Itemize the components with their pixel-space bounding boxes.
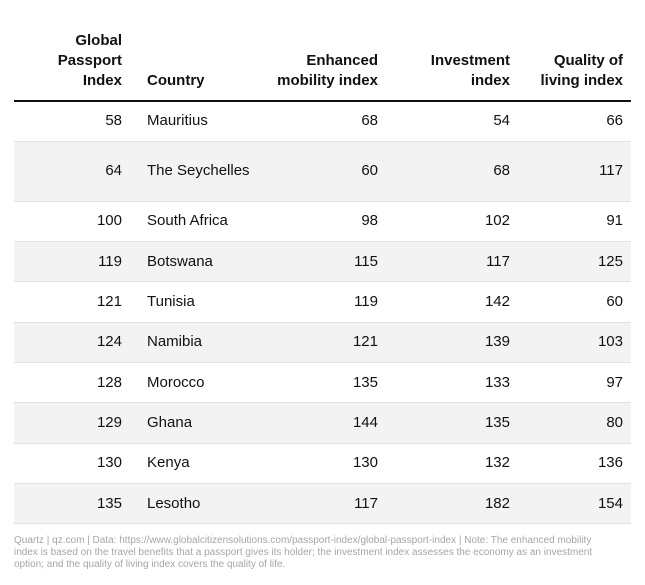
cell-enhanced-mobility-index: 144: [257, 402, 385, 444]
cell-enhanced-mobility-index: 68: [257, 101, 385, 142]
cell-global-passport-index: 129: [14, 402, 122, 444]
table-row: 119 Botswana 115 117 125: [14, 241, 631, 283]
column-header-enhanced-mobility-index: Enhanced mobility index: [257, 0, 385, 102]
cell-enhanced-mobility-index: 121: [257, 322, 385, 363]
cell-country: Lesotho: [122, 483, 257, 525]
cell-enhanced-mobility-index: 119: [257, 281, 385, 323]
table-row: 135 Lesotho 117 182 154: [14, 483, 631, 525]
table-row: 124 Namibia 121 139 103: [14, 322, 631, 363]
cell-global-passport-index: 64: [14, 141, 122, 202]
cell-country: Kenya: [122, 443, 257, 484]
cell-investment-index: 117: [385, 241, 517, 283]
cell-quality-of-living-index: 80: [517, 402, 631, 444]
cell-country: Ghana: [122, 402, 257, 444]
cell-enhanced-mobility-index: 115: [257, 241, 385, 283]
cell-quality-of-living-index: 91: [517, 201, 631, 243]
table-row: 58 Mauritius 68 54 66: [14, 101, 631, 142]
cell-country: Botswana: [122, 241, 257, 283]
cell-investment-index: 133: [385, 362, 517, 404]
cell-country: The Seychelles: [122, 141, 257, 202]
column-header-investment-index: Investment index: [385, 0, 517, 102]
cell-global-passport-index: 58: [14, 101, 122, 142]
source-note: Quartz | qz.com | Data: https://www.glob…: [14, 535, 593, 570]
cell-investment-index: 139: [385, 322, 517, 363]
cell-investment-index: 182: [385, 483, 517, 525]
cell-country: Namibia: [122, 322, 257, 363]
cell-global-passport-index: 130: [14, 443, 122, 484]
cell-quality-of-living-index: 125: [517, 241, 631, 283]
cell-country: South Africa: [122, 201, 257, 243]
cell-quality-of-living-index: 60: [517, 281, 631, 323]
cell-enhanced-mobility-index: 135: [257, 362, 385, 404]
table-row: 100 South Africa 98 102 91: [14, 201, 631, 243]
passport-index-table: Global Passport Index Country Enhanced m…: [14, 0, 631, 525]
table-row: 129 Ghana 144 135 80: [14, 402, 631, 444]
passport-index-table-container: Global Passport Index Country Enhanced m…: [14, 0, 631, 525]
cell-quality-of-living-index: 136: [517, 443, 631, 484]
cell-global-passport-index: 121: [14, 281, 122, 323]
cell-investment-index: 135: [385, 402, 517, 444]
cell-country: Tunisia: [122, 281, 257, 323]
cell-investment-index: 54: [385, 101, 517, 142]
cell-enhanced-mobility-index: 60: [257, 141, 385, 202]
cell-enhanced-mobility-index: 117: [257, 483, 385, 525]
column-header-quality-of-living-index: Quality of living index: [517, 0, 631, 102]
table-body: 58 Mauritius 68 54 66 64 The Seychelles 60 68 117…: [14, 101, 631, 525]
cell-global-passport-index: 100: [14, 201, 122, 243]
cell-investment-index: 132: [385, 443, 517, 484]
cell-quality-of-living-index: 97: [517, 362, 631, 404]
cell-global-passport-index: 119: [14, 241, 122, 283]
table-row: 128 Morocco 135 133 97: [14, 362, 631, 404]
cell-country: Morocco: [122, 362, 257, 404]
table-row: 121 Tunisia 119 142 60: [14, 281, 631, 323]
cell-enhanced-mobility-index: 130: [257, 443, 385, 484]
cell-enhanced-mobility-index: 98: [257, 201, 385, 243]
table-row: 130 Kenya 130 132 136: [14, 443, 631, 484]
cell-quality-of-living-index: 103: [517, 322, 631, 363]
cell-country: Mauritius: [122, 101, 257, 142]
cell-investment-index: 142: [385, 281, 517, 323]
table-row: 64 The Seychelles 60 68 117: [14, 141, 631, 202]
cell-quality-of-living-index: 154: [517, 483, 631, 525]
cell-quality-of-living-index: 117: [517, 141, 631, 202]
column-header-country: Country: [122, 0, 257, 102]
cell-investment-index: 68: [385, 141, 517, 202]
cell-global-passport-index: 124: [14, 322, 122, 363]
cell-investment-index: 102: [385, 201, 517, 243]
column-header-global-passport-index: Global Passport Index: [14, 0, 122, 102]
cell-quality-of-living-index: 66: [517, 101, 631, 142]
cell-global-passport-index: 128: [14, 362, 122, 404]
table-header-row: Global Passport Index Country Enhanced m…: [14, 0, 631, 102]
cell-global-passport-index: 135: [14, 483, 122, 525]
